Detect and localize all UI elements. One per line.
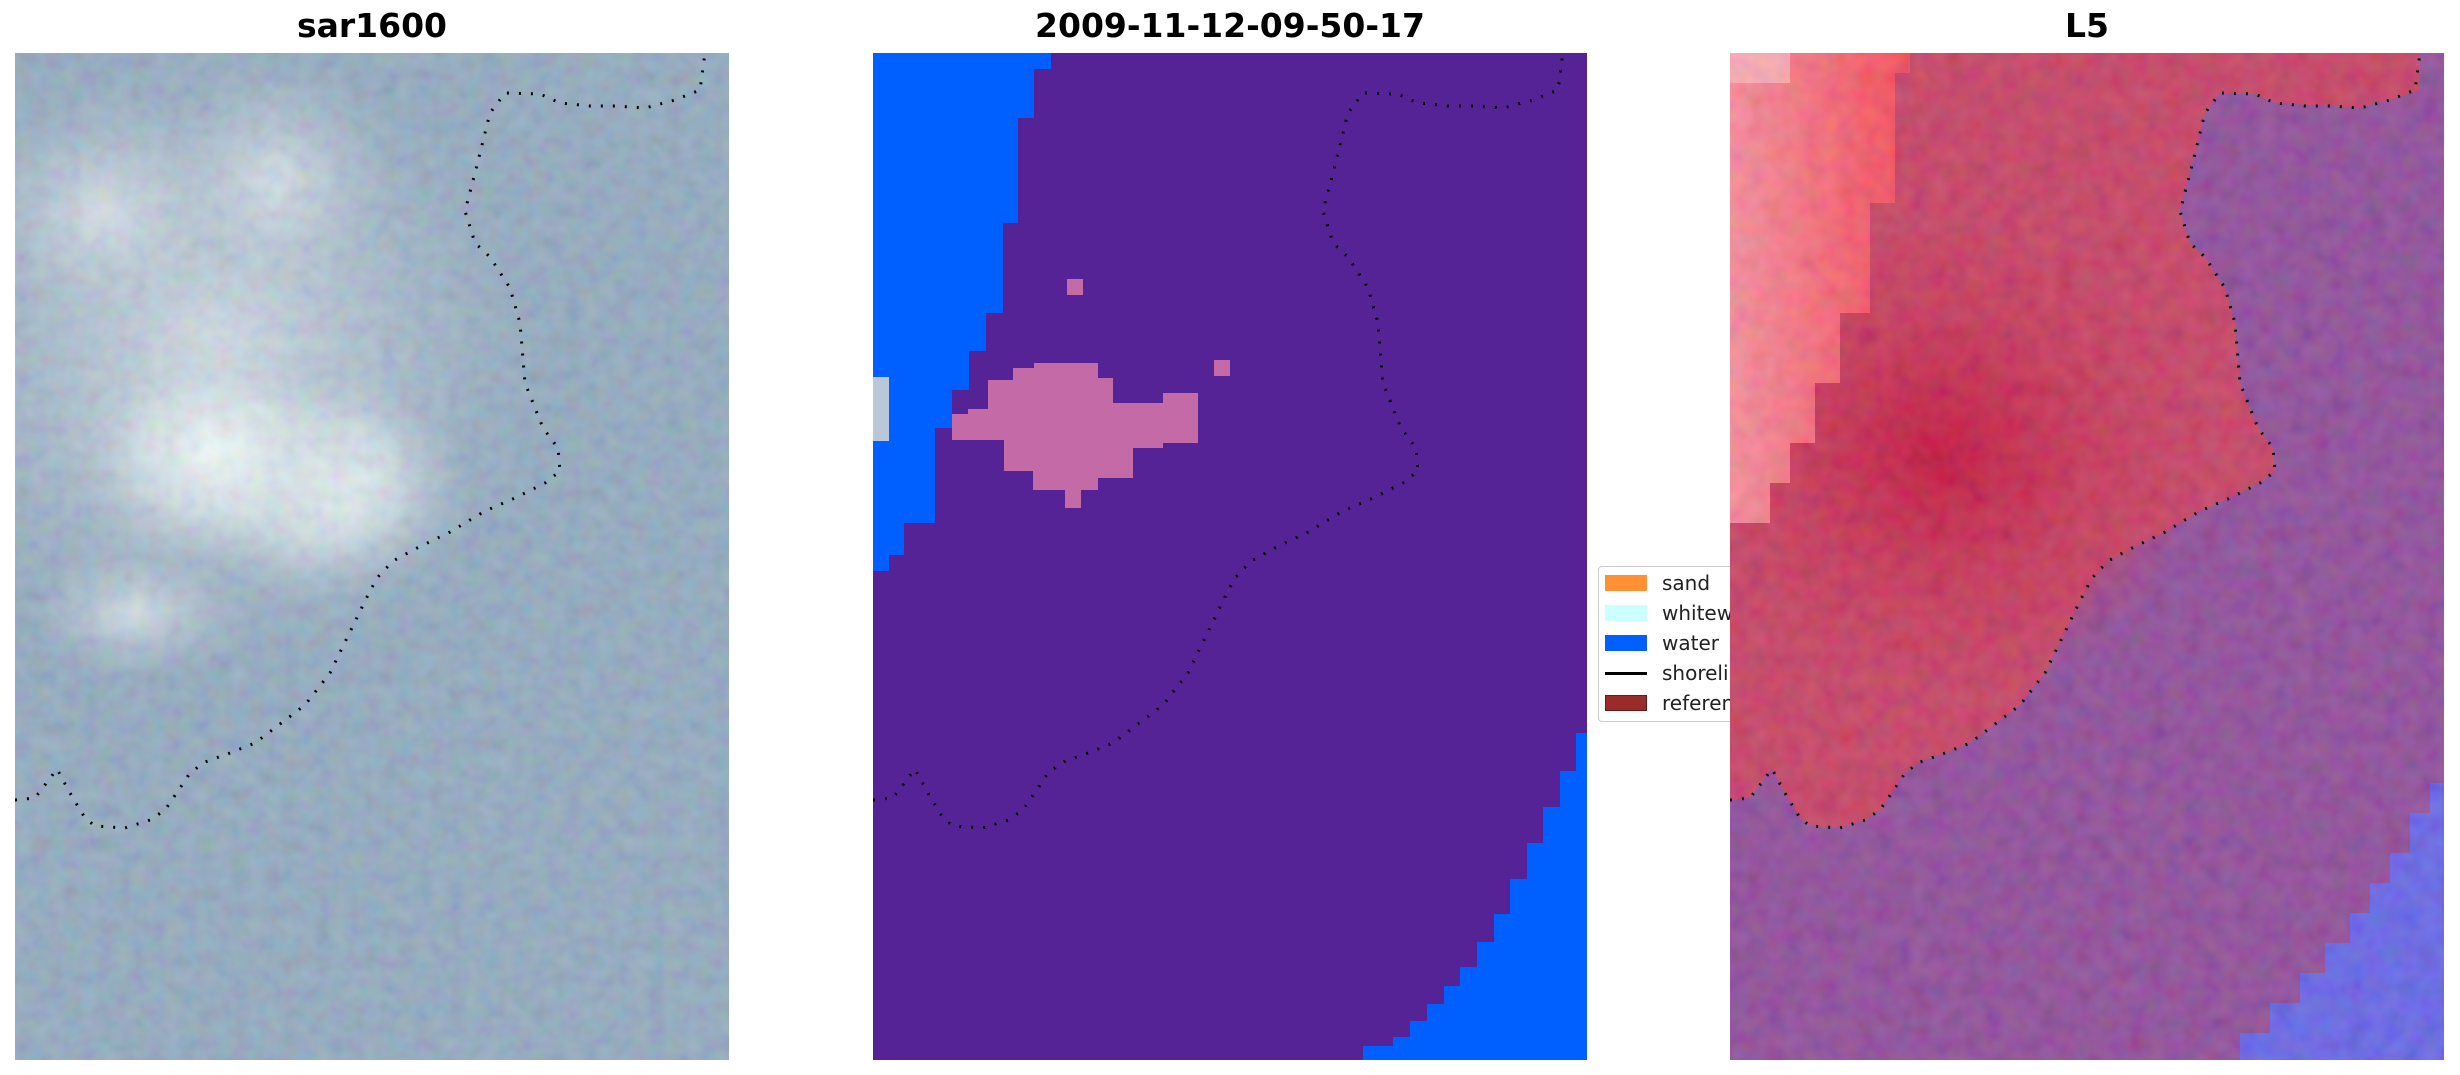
panel-title-left: sar1600 [296,6,448,45]
sand-pixel-2 [1214,360,1230,376]
legend-swatch-reference [1605,695,1647,711]
sand-blob [952,363,1198,508]
legend-swatch-water [1605,635,1647,651]
legend-item-shoreline: shoreline [1605,660,1737,686]
rgb-image-panel [15,53,729,1060]
classification-panel [873,53,1587,1060]
panel-title-middle: 2009-11-12-09-50-17 [1035,6,1425,45]
legend-label-whitewater: whitewater [1662,601,1737,625]
legend-item-sand: sand [1605,570,1710,596]
classification-map [873,53,1587,1060]
sand-pixel-1 [1067,279,1083,295]
legend-label-water: water [1662,631,1719,655]
legend-item-reference: reference [1605,690,1737,716]
legend-label-reference: reference [1662,691,1737,715]
whitewater-region [873,377,889,441]
legend-item-whitewater: whitewater [1605,600,1737,626]
legend-line-shoreline [1605,671,1647,675]
legend-swatch-sand [1605,575,1647,591]
l5-image [1730,53,2444,1060]
l5-panel [1730,53,2444,1060]
rgb-image [15,53,729,1060]
panel-title-right: L5 [2065,6,2109,45]
legend-label-sand: sand [1662,571,1711,595]
legend-item-water: water [1605,630,1719,656]
legend-label-shoreline: shoreline [1662,661,1737,685]
legend-swatch-whitewater [1605,605,1647,621]
water-region-bottom-right [1363,733,1587,1060]
water-region-left [873,53,1051,571]
legend: sand whitewater water shoreline referenc… [1598,566,1738,722]
